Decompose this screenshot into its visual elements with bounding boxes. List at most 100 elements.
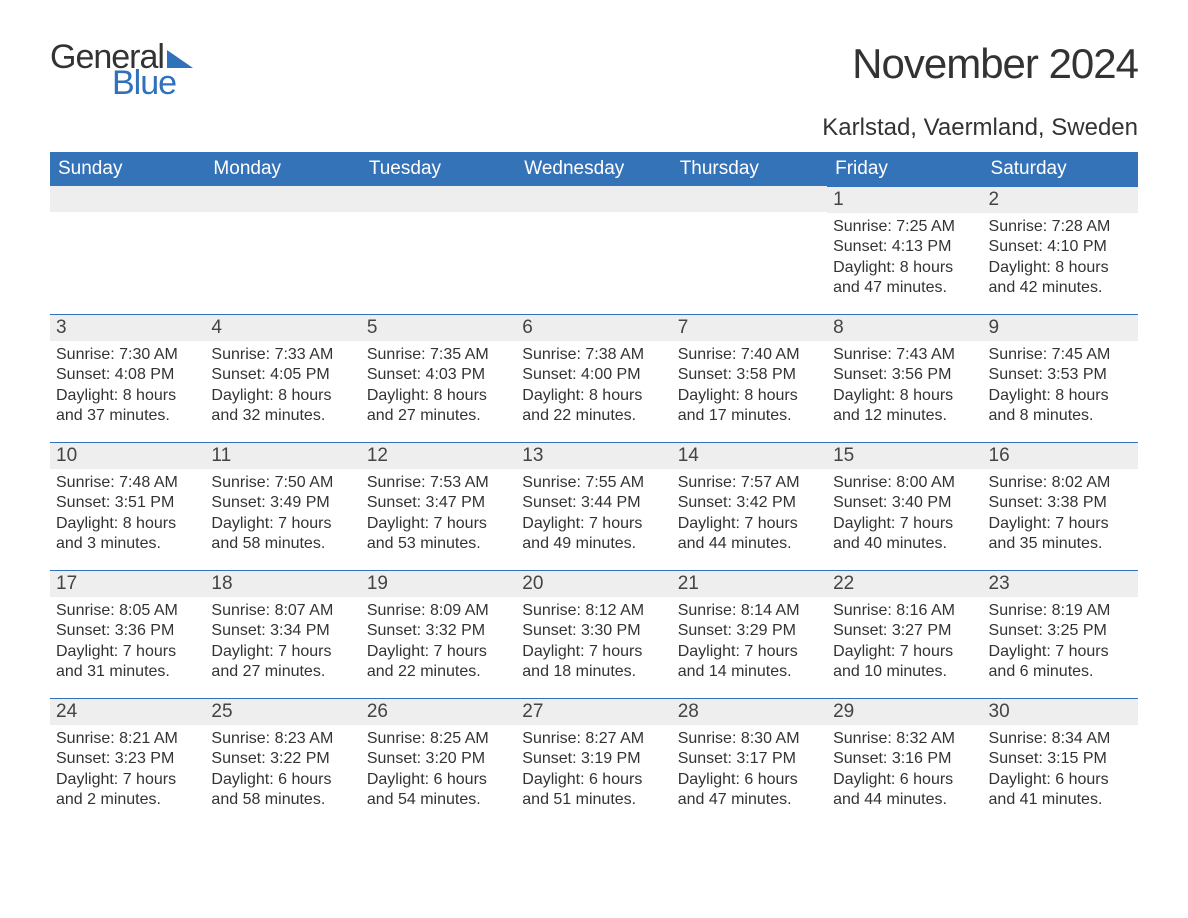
title-block: November 2024: [852, 40, 1138, 88]
day-body: Sunrise: 7:53 AMSunset: 3:47 PMDaylight:…: [361, 469, 516, 559]
day-body: Sunrise: 7:35 AMSunset: 4:03 PMDaylight:…: [361, 341, 516, 431]
calendar-cell: 24Sunrise: 8:21 AMSunset: 3:23 PMDayligh…: [50, 698, 205, 826]
calendar-cell: 26Sunrise: 8:25 AMSunset: 3:20 PMDayligh…: [361, 698, 516, 826]
day-body: Sunrise: 8:30 AMSunset: 3:17 PMDaylight:…: [672, 725, 827, 815]
calendar-week-row: 1Sunrise: 7:25 AMSunset: 4:13 PMDaylight…: [50, 186, 1138, 314]
daylight-line: Daylight: 8 hours and 8 minutes.: [989, 386, 1132, 427]
calendar-cell: 3 Sunrise: 7:30 AMSunset: 4:08 PMDaylight…: [50, 314, 205, 442]
calendar-cell: 11Sunrise: 7:50 AMSunset: 3:49 PMDayligh…: [205, 442, 360, 570]
calendar-cell: 17Sunrise: 8:05 AMSunset: 3:36 PMDayligh…: [50, 570, 205, 698]
day-number: 10: [50, 442, 205, 469]
sunset-line: Sunset: 3:16 PM: [833, 749, 976, 769]
day-body: Sunrise: 8:21 AMSunset: 3:23 PMDaylight:…: [50, 725, 205, 815]
calendar-cell: 28Sunrise: 8:30 AMSunset: 3:17 PMDayligh…: [672, 698, 827, 826]
day-body: Sunrise: 7:45 AMSunset: 3:53 PMDaylight:…: [983, 341, 1138, 431]
sunset-line: Sunset: 3:51 PM: [56, 493, 199, 513]
calendar-cell: 25Sunrise: 8:23 AMSunset: 3:22 PMDayligh…: [205, 698, 360, 826]
calendar-cell: 27Sunrise: 8:27 AMSunset: 3:19 PMDayligh…: [516, 698, 671, 826]
calendar-week-row: 10Sunrise: 7:48 AMSunset: 3:51 PMDayligh…: [50, 442, 1138, 570]
calendar-cell: 23Sunrise: 8:19 AMSunset: 3:25 PMDayligh…: [983, 570, 1138, 698]
calendar-cell: 1Sunrise: 7:25 AMSunset: 4:13 PMDaylight…: [827, 186, 982, 314]
day-number: 14: [672, 442, 827, 469]
sunset-line: Sunset: 3:25 PM: [989, 621, 1132, 641]
day-number: 11: [205, 442, 360, 469]
sunset-line: Sunset: 3:44 PM: [522, 493, 665, 513]
sunrise-line: Sunrise: 7:30 AM: [56, 345, 199, 365]
day-number: 21: [672, 570, 827, 597]
sunset-line: Sunset: 3:49 PM: [211, 493, 354, 513]
sunset-line: Sunset: 3:47 PM: [367, 493, 510, 513]
sunrise-line: Sunrise: 7:25 AM: [833, 217, 976, 237]
calendar-cell: 21Sunrise: 8:14 AMSunset: 3:29 PMDayligh…: [672, 570, 827, 698]
day-number: 19: [361, 570, 516, 597]
calendar-cell: [205, 186, 360, 314]
day-body: Sunrise: 8:09 AMSunset: 3:32 PMDaylight:…: [361, 597, 516, 687]
daylight-line: Daylight: 7 hours and 14 minutes.: [678, 642, 821, 683]
day-number: 29: [827, 698, 982, 725]
daylight-line: Daylight: 6 hours and 41 minutes.: [989, 770, 1132, 811]
calendar-cell: 16Sunrise: 8:02 AMSunset: 3:38 PMDayligh…: [983, 442, 1138, 570]
day-body: Sunrise: 8:23 AMSunset: 3:22 PMDaylight:…: [205, 725, 360, 815]
day-body: Sunrise: 7:38 AMSunset: 4:00 PMDaylight:…: [516, 341, 671, 431]
sunrise-line: Sunrise: 7:45 AM: [989, 345, 1132, 365]
day-body: Sunrise: 7:57 AMSunset: 3:42 PMDaylight:…: [672, 469, 827, 559]
sunrise-line: Sunrise: 8:19 AM: [989, 601, 1132, 621]
calendar-cell: 18Sunrise: 8:07 AMSunset: 3:34 PMDayligh…: [205, 570, 360, 698]
sunrise-line: Sunrise: 7:40 AM: [678, 345, 821, 365]
daylight-line: Daylight: 6 hours and 51 minutes.: [522, 770, 665, 811]
empty-day-header: [516, 186, 671, 212]
daylight-line: Daylight: 8 hours and 37 minutes.: [56, 386, 199, 427]
sunset-line: Sunset: 4:13 PM: [833, 237, 976, 257]
day-header-row: Sunday Monday Tuesday Wednesday Thursday…: [50, 152, 1138, 186]
sunset-line: Sunset: 3:58 PM: [678, 365, 821, 385]
day-number: 3: [50, 314, 205, 341]
sunset-line: Sunset: 4:08 PM: [56, 365, 199, 385]
calendar-cell: 30Sunrise: 8:34 AMSunset: 3:15 PMDayligh…: [983, 698, 1138, 826]
location-text: Karlstad, Vaermland, Sweden: [50, 114, 1138, 142]
calendar-cell: 7Sunrise: 7:40 AMSunset: 3:58 PMDaylight…: [672, 314, 827, 442]
sunrise-line: Sunrise: 8:25 AM: [367, 729, 510, 749]
daylight-line: Daylight: 7 hours and 58 minutes.: [211, 514, 354, 555]
day-header: Thursday: [672, 152, 827, 186]
logo-word-blue: Blue: [112, 66, 193, 100]
day-body: Sunrise: 8:02 AMSunset: 3:38 PMDaylight:…: [983, 469, 1138, 559]
day-header: Saturday: [983, 152, 1138, 186]
day-body: Sunrise: 8:27 AMSunset: 3:19 PMDaylight:…: [516, 725, 671, 815]
sunset-line: Sunset: 3:38 PM: [989, 493, 1132, 513]
day-body: Sunrise: 8:32 AMSunset: 3:16 PMDaylight:…: [827, 725, 982, 815]
header: General Blue November 2024: [50, 40, 1138, 100]
sunset-line: Sunset: 4:10 PM: [989, 237, 1132, 257]
day-number: 12: [361, 442, 516, 469]
sunrise-line: Sunrise: 8:07 AM: [211, 601, 354, 621]
sunrise-line: Sunrise: 8:32 AM: [833, 729, 976, 749]
sunset-line: Sunset: 3:56 PM: [833, 365, 976, 385]
daylight-line: Daylight: 8 hours and 32 minutes.: [211, 386, 354, 427]
day-number: 13: [516, 442, 671, 469]
calendar-cell: 22Sunrise: 8:16 AMSunset: 3:27 PMDayligh…: [827, 570, 982, 698]
day-number: 6: [516, 314, 671, 341]
daylight-line: Daylight: 7 hours and 44 minutes.: [678, 514, 821, 555]
sunrise-line: Sunrise: 8:16 AM: [833, 601, 976, 621]
sunrise-line: Sunrise: 8:34 AM: [989, 729, 1132, 749]
sunset-line: Sunset: 3:42 PM: [678, 493, 821, 513]
sunrise-line: Sunrise: 8:05 AM: [56, 601, 199, 621]
day-body: Sunrise: 7:28 AMSunset: 4:10 PMDaylight:…: [983, 213, 1138, 303]
calendar-cell: [361, 186, 516, 314]
daylight-line: Daylight: 7 hours and 18 minutes.: [522, 642, 665, 683]
daylight-line: Daylight: 7 hours and 40 minutes.: [833, 514, 976, 555]
sunrise-line: Sunrise: 8:12 AM: [522, 601, 665, 621]
sunset-line: Sunset: 3:23 PM: [56, 749, 199, 769]
day-number: 16: [983, 442, 1138, 469]
day-number: 5: [361, 314, 516, 341]
sunset-line: Sunset: 3:53 PM: [989, 365, 1132, 385]
day-body: Sunrise: 8:07 AMSunset: 3:34 PMDaylight:…: [205, 597, 360, 687]
day-number: 17: [50, 570, 205, 597]
sunrise-line: Sunrise: 8:14 AM: [678, 601, 821, 621]
sunrise-line: Sunrise: 7:38 AM: [522, 345, 665, 365]
logo: General Blue: [50, 40, 193, 100]
calendar-cell: 8Sunrise: 7:43 AMSunset: 3:56 PMDaylight…: [827, 314, 982, 442]
sunrise-line: Sunrise: 7:57 AM: [678, 473, 821, 493]
day-body: Sunrise: 7:48 AMSunset: 3:51 PMDaylight:…: [50, 469, 205, 559]
month-title: November 2024: [852, 40, 1138, 88]
sunrise-line: Sunrise: 7:55 AM: [522, 473, 665, 493]
